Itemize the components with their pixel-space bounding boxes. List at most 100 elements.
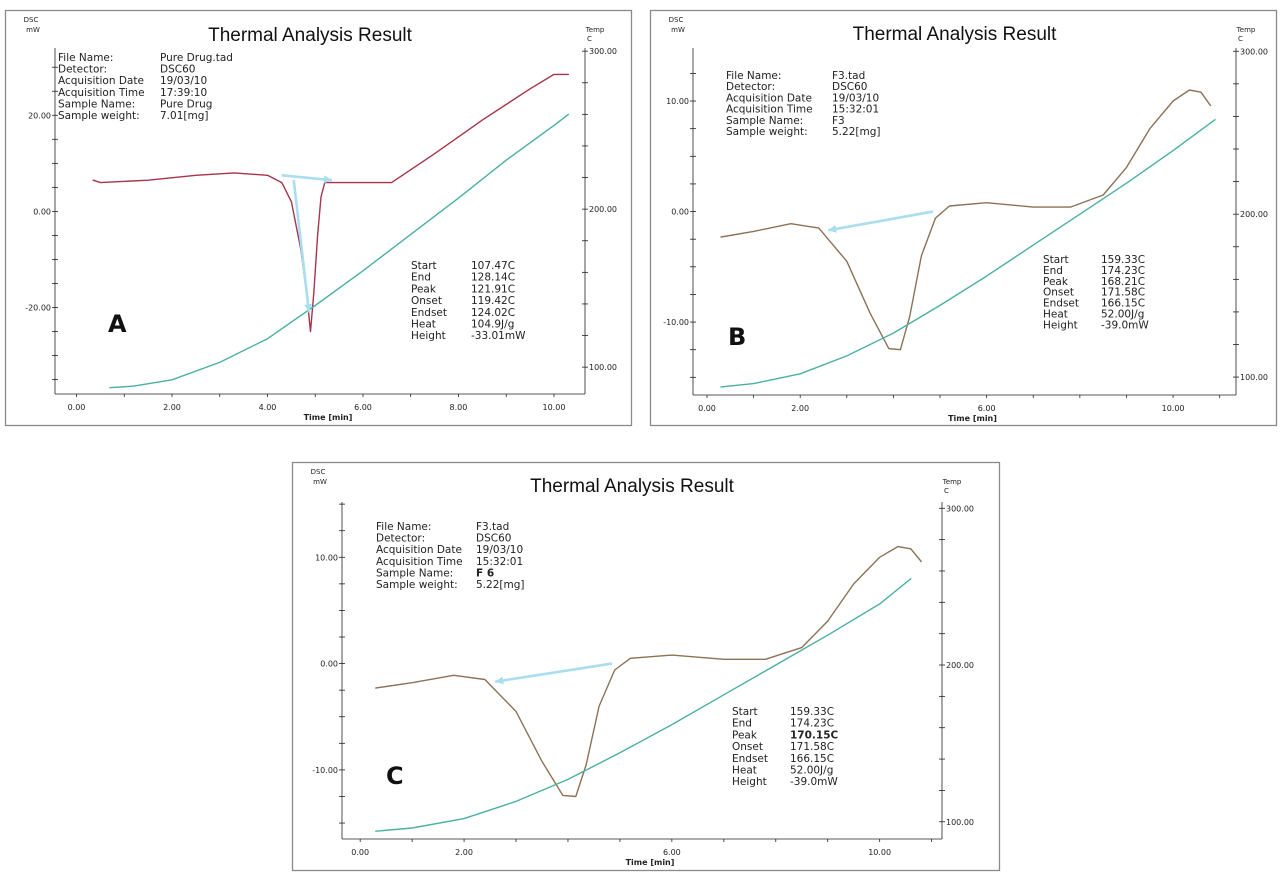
x-tick-label: 10.00 [543,403,566,412]
chart-frame [291,461,1001,872]
y-left-unit: mW [671,26,685,34]
y-right-tick-label: 100.00 [1240,373,1268,382]
info-value: 5.22[mg] [832,126,880,138]
info-label: Acquisition Time [376,556,463,568]
result-value: 119.42C [471,295,515,307]
y-right-tick-label: 200.00 [589,205,617,214]
result-value: 128.14C [471,272,515,284]
result-label: Endset [732,753,768,765]
y-left-tick-label: 0.00 [33,207,51,216]
result-label: Heat [732,765,757,777]
result-label: Peak [1043,276,1069,288]
result-value: 107.47C [471,260,515,272]
y-right-tick-label: 100.00 [946,818,974,827]
annotation-arrow [281,174,333,182]
annotation-arrow-head [304,303,313,313]
result-value: 171.58C [790,741,834,753]
result-label: Height [732,776,767,788]
annotation-arrow-head [495,676,504,685]
info-label: File Name: [376,521,431,533]
info-value: DSC60 [832,81,867,93]
y-left-label: DSC [669,16,684,24]
result-label: Start [411,260,437,272]
x-tick-label: 2.00 [163,403,181,412]
x-tick-label: 10.00 [1162,404,1185,413]
x-tick-label: 10.00 [868,848,891,857]
y-right-tick-label: 100.00 [589,363,617,372]
result-label: Peak [732,729,758,741]
y-left-tick-label: -20.00 [25,304,51,313]
result-value: 171.58C [1101,287,1145,299]
chart-title: Thermal Analysis Result [853,24,1058,45]
chart-frame [649,9,1278,427]
info-label: Acquisition Time [58,87,145,99]
result-label: Height [1043,319,1078,331]
x-tick-label: 6.00 [663,848,681,857]
panel-letter: B [728,323,746,351]
info-label: Detector: [376,533,425,545]
info-label: Detector: [726,81,775,93]
result-value: 168.21C [1101,276,1145,288]
info-value: 7.01[mg] [160,110,208,122]
y-right-unit: C [944,487,949,495]
y-right-label: Temp [942,478,962,486]
result-label: End [411,272,431,284]
info-label: Acquisition Time [726,104,813,116]
x-tick-label: 0.00 [351,848,369,857]
info-label: Sample Name: [726,115,803,127]
info-value: DSC60 [160,64,195,76]
annotation-arrow [827,210,934,232]
y-left-label: DSC [311,468,326,476]
result-label: Start [732,706,758,718]
result-value: 159.33C [790,706,834,718]
result-value: 166.15C [1101,298,1145,310]
result-label: Endset [1043,298,1079,310]
dsc-panel-b: Thermal Analysis Result DSC mW Temp C 10.00 0.… [649,9,1278,427]
info-value: 19/03/10 [476,544,523,556]
dsc-curve [720,89,1212,351]
x-tick-label: 6.00 [978,404,996,413]
temperature-curve [109,113,569,389]
result-value: 159.33C [1101,254,1145,266]
result-label: Peak [411,283,437,295]
result-value: 170.15C [790,729,839,741]
y-left-tick-label: 0.00 [671,208,689,217]
x-tick-label: 0.00 [68,403,86,412]
x-tick-label: 2.00 [791,404,809,413]
result-label: Onset [1043,287,1074,299]
info-label: Detector: [58,64,107,76]
info-value: F3.tad [476,521,509,533]
x-tick-label: 2.00 [455,848,473,857]
info-value: Pure Drug [160,98,212,110]
dsc-curve [92,73,569,333]
result-value: 52.00J/g [790,765,833,777]
info-value: 5.22[mg] [476,579,524,591]
y-left-tick-label: 20.00 [28,111,51,120]
info-label: Acquisition Date [376,544,462,556]
info-value: 19/03/10 [160,75,207,87]
y-right-unit: C [1238,35,1243,43]
result-label: Height [411,330,446,342]
panel-letter: C [386,762,404,790]
result-value: 104.9J/g [471,319,514,331]
annotation-arrow-head [828,225,837,233]
info-label: File Name: [726,70,781,82]
info-value: 17:39:10 [160,87,207,99]
annotation-arrow [292,180,311,313]
info-value: 15:32:01 [476,556,523,568]
y-left-tick-label: 0.00 [320,660,338,669]
x-tick-label: 4.00 [259,403,277,412]
result-value: 174.23C [1101,265,1145,277]
panel-letter: A [108,310,127,338]
y-left-tick-label: -10.00 [663,318,689,327]
info-label: Sample weight: [58,110,140,122]
x-tick-label: 0.00 [698,404,716,413]
x-axis-label: Time [min] [948,414,997,423]
y-left-unit: mW [313,478,327,486]
info-label: Sample Name: [376,567,453,579]
result-label: Start [1043,254,1069,266]
x-axis-label: Time [min] [626,858,675,867]
info-label: File Name: [58,52,113,64]
